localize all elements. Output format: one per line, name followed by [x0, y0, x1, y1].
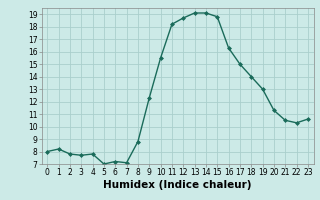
X-axis label: Humidex (Indice chaleur): Humidex (Indice chaleur) — [103, 180, 252, 190]
